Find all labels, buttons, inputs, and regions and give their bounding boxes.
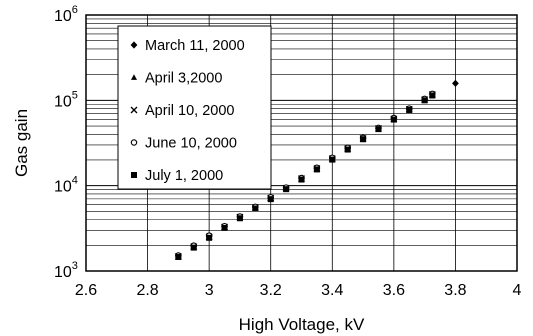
data-point [175, 253, 182, 260]
data-point [221, 224, 228, 231]
legend-label: April 10, 2000 [145, 103, 234, 119]
legend-label: March 11, 2000 [145, 38, 245, 54]
data-point [313, 166, 320, 173]
series-square [175, 92, 436, 260]
x-tick-label: 3 [205, 282, 214, 299]
data-point [283, 186, 290, 193]
data-point [190, 244, 197, 251]
legend-label: June 10, 2000 [145, 136, 237, 152]
y-axis-label: Gas gain [12, 109, 31, 177]
legend-label: April 3,2000 [145, 71, 222, 87]
x-tick-label: 3.8 [444, 282, 466, 299]
legend-marker [130, 139, 138, 146]
legend-marker [131, 172, 137, 178]
data-point [429, 92, 436, 99]
data-point [236, 215, 243, 222]
plot-frame [85, 14, 518, 272]
x-tick-label: 4 [513, 282, 522, 299]
data-point [252, 205, 259, 212]
data-point [406, 107, 413, 114]
y-axis-ticks: 103 104 105 106 [54, 4, 78, 281]
data-point [421, 97, 428, 104]
data-point [206, 234, 213, 241]
data-point [344, 146, 351, 153]
x-tick-label: 3.2 [260, 282, 282, 299]
data-point [390, 116, 397, 123]
legend-marker [130, 41, 138, 49]
data-point [360, 136, 367, 143]
grid [85, 15, 518, 272]
data-points [174, 79, 459, 260]
data-point [298, 176, 305, 183]
y-tick-label: 103 [54, 260, 78, 281]
legend-box [117, 25, 272, 190]
data-point [267, 196, 274, 203]
y-tick-label: 105 [54, 89, 78, 110]
x-axis-label: High Voltage, kV [239, 315, 365, 334]
legend-marker [130, 106, 138, 114]
legend-marker [131, 74, 137, 80]
x-axis-ticks: 2.6 2.8 3 3.2 3.4 3.6 3.8 4 [75, 282, 522, 299]
x-tick-label: 3.6 [383, 282, 405, 299]
legend: March 11, 2000 April 3,2000 April 10, 2000… [117, 25, 272, 190]
y-tick-label: 106 [54, 4, 78, 25]
legend-label: July 1, 2000 [145, 168, 223, 184]
y-tick-label: 104 [54, 175, 78, 196]
data-point [452, 79, 459, 87]
data-point [329, 156, 336, 163]
x-tick-label: 2.6 [75, 282, 97, 299]
x-tick-label: 2.8 [136, 282, 158, 299]
x-tick-label: 3.4 [321, 282, 343, 299]
data-point [375, 126, 382, 133]
